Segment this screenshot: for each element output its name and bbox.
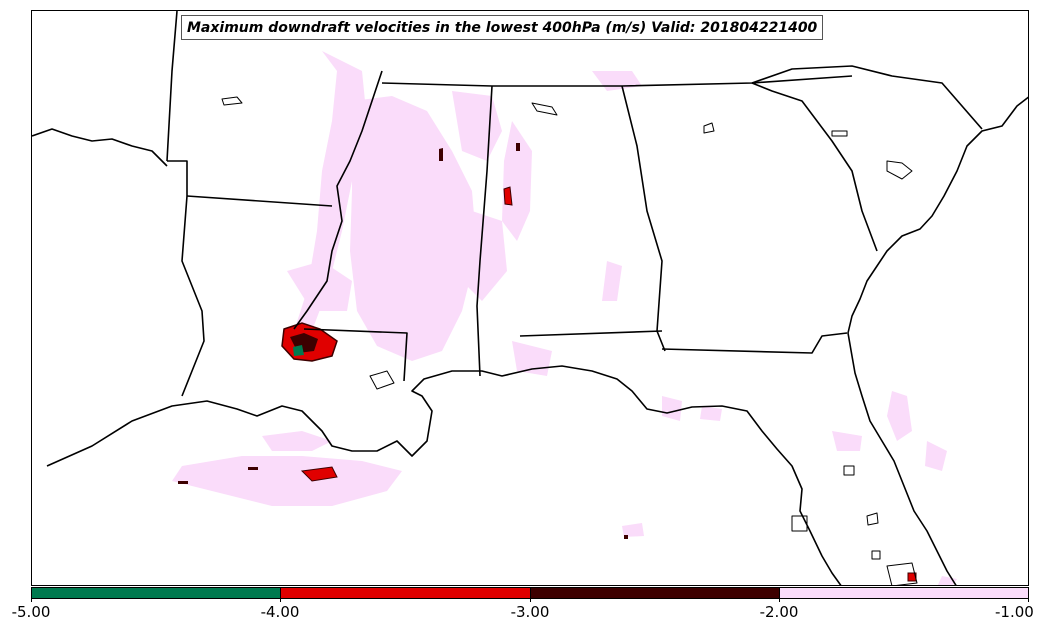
colorbar-tick-mark	[530, 598, 531, 602]
colorbar-segment	[32, 588, 281, 598]
colorbar-tick-label: -2.00	[759, 603, 799, 621]
colorbar-tick-mark	[779, 598, 780, 602]
colorbar-segment	[529, 588, 779, 598]
map-plot-area	[31, 10, 1029, 586]
colorbar-segment	[778, 588, 1028, 598]
colorbar-tick-mark	[31, 598, 32, 602]
colorbar-tick-label: -1.00	[995, 603, 1034, 621]
colorbar-tick-label: -4.00	[260, 603, 300, 621]
downdraft-field-strong	[178, 143, 917, 582]
map-title: Maximum downdraft velocities in the lowe…	[181, 15, 824, 40]
boundaries	[32, 11, 1028, 585]
colorbar-tick-label: -5.00	[11, 603, 51, 621]
colorbar-tick-mark	[280, 598, 281, 602]
downdraft-field-light	[172, 51, 957, 585]
colorbar-tick-label: -3.00	[510, 603, 550, 621]
colorbar-segment	[280, 588, 530, 598]
colorbar-tick-mark	[1028, 598, 1029, 602]
map-canvas	[32, 11, 1028, 585]
